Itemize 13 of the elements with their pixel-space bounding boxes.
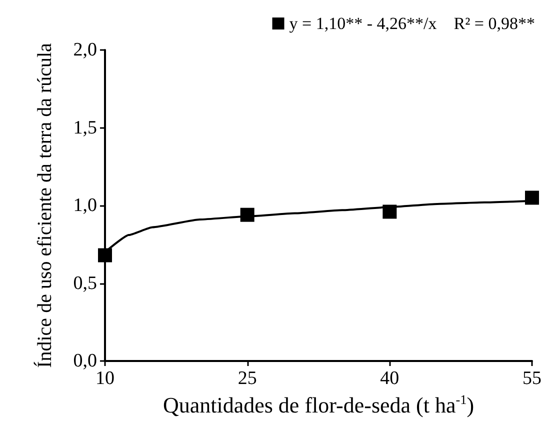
legend-label: y = 1,10** - 4,26**/x R² = 0,98** [289, 14, 536, 33]
y-tick-label: 1,0 [73, 195, 97, 216]
point [525, 190, 539, 205]
x-tick-label: 25 [238, 368, 257, 389]
y-tick-label: 2,0 [73, 40, 97, 60]
y-tick-label: 0,5 [73, 272, 97, 294]
x-tick-label: 10 [96, 368, 114, 389]
y-axis-title: Índice de uso eficiente da terra da rúcula [33, 42, 56, 368]
x-tick-label: 40 [380, 368, 400, 389]
y-tick-label: 0,0 [73, 350, 97, 372]
y-tick-label: 1,5 [73, 117, 97, 138]
x-tick-label: 55 [522, 368, 542, 389]
point [98, 248, 112, 262]
